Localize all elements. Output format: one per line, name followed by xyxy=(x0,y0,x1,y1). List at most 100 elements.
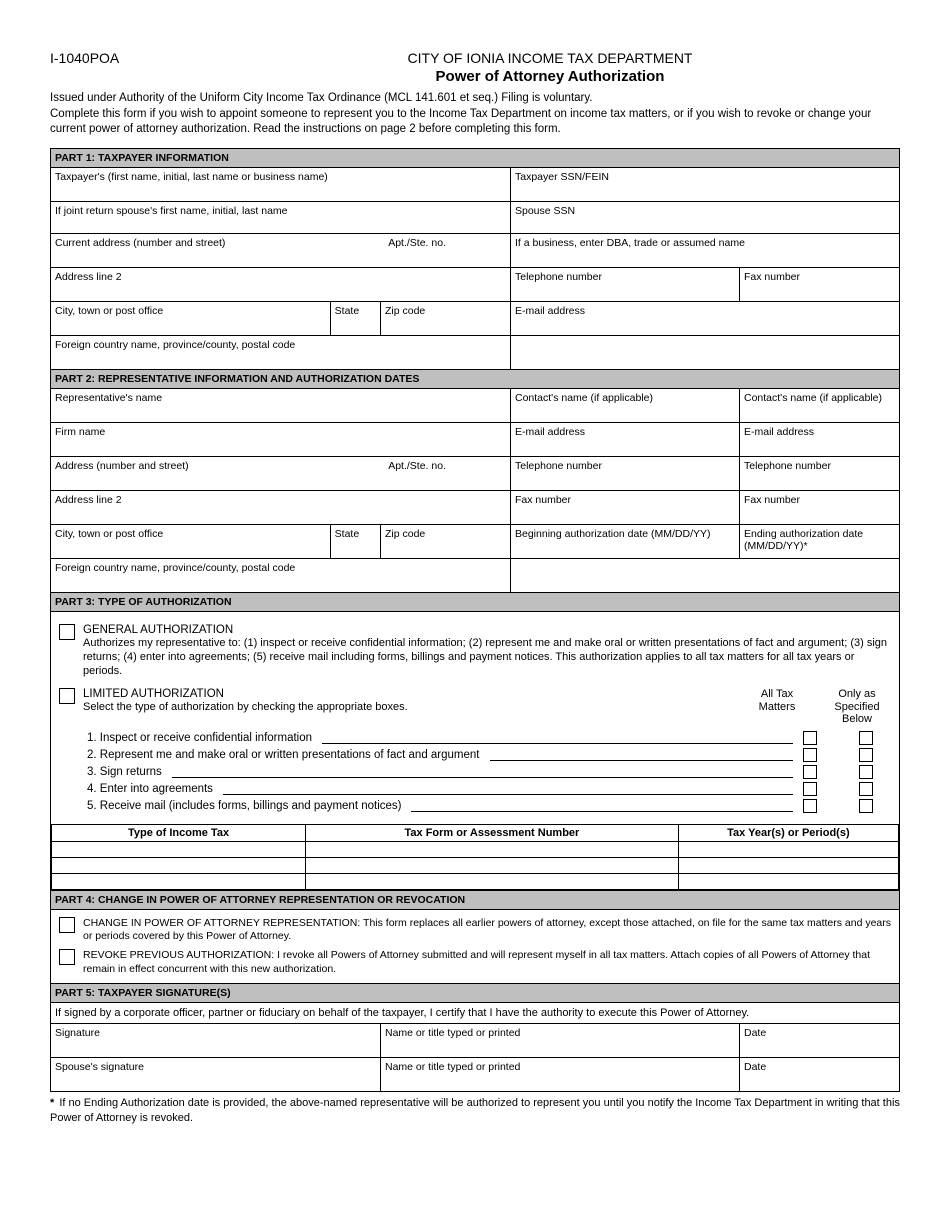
field-phone[interactable]: Telephone number xyxy=(511,267,740,301)
revoke-text: REVOKE PREVIOUS AUTHORIZATION: I revoke … xyxy=(83,949,891,976)
checkbox-change[interactable] xyxy=(59,917,75,933)
field-email[interactable]: E-mail address xyxy=(511,301,900,335)
item3-line xyxy=(172,766,793,778)
item1-label: 1. Inspect or receive confidential infor… xyxy=(87,732,312,744)
general-title: GENERAL AUTHORIZATION xyxy=(83,624,891,636)
footnote-star: * xyxy=(50,1097,54,1109)
field-contact2[interactable]: Contact's name (if applicable) xyxy=(740,388,900,422)
department-name: CITY OF IONIA INCOME TAX DEPARTMENT xyxy=(320,50,780,66)
field-rep-city[interactable]: City, town or post office xyxy=(51,524,331,558)
field-signature[interactable]: Signature xyxy=(51,1024,381,1058)
field-blank-2[interactable] xyxy=(511,558,900,592)
field-blank-1[interactable] xyxy=(511,335,900,369)
field-begin-date[interactable]: Beginning authorization date (MM/DD/YY) xyxy=(511,524,740,558)
part1-header: PART 1: TAXPAYER INFORMATION xyxy=(51,148,900,167)
field-rep-name[interactable]: Representative's name xyxy=(51,388,511,422)
spec-r1c1[interactable] xyxy=(52,841,306,857)
item3-label: 3. Sign returns xyxy=(87,766,162,778)
spec-r1c2[interactable] xyxy=(306,841,679,857)
checkbox-limited[interactable] xyxy=(59,688,75,704)
footnote: * If no Ending Authorization date is pro… xyxy=(50,1096,900,1125)
field-state[interactable]: State xyxy=(330,301,380,335)
item4-label: 4. Enter into agreements xyxy=(87,783,213,795)
form-code: I-1040POA xyxy=(50,50,119,66)
part4-header: PART 4: CHANGE IN POWER OF ATTORNEY REPR… xyxy=(51,890,900,909)
field-firm[interactable]: Firm name xyxy=(51,422,511,456)
change-text: CHANGE IN POWER OF ATTORNEY REPRESENTATI… xyxy=(83,917,891,944)
item4-all[interactable] xyxy=(803,782,817,796)
field-rep-zip[interactable]: Zip code xyxy=(381,524,511,558)
spec-r3c1[interactable] xyxy=(52,873,306,889)
col-only-spec: Only as Specified Below xyxy=(829,688,885,724)
part2-header: PART 2: REPRESENTATIVE INFORMATION AND A… xyxy=(51,369,900,388)
label-rep-address: Address (number and street) xyxy=(55,460,189,472)
field-rep-phone2[interactable]: Telephone number xyxy=(740,456,900,490)
field-rep-foreign[interactable]: Foreign country name, province/county, p… xyxy=(51,558,511,592)
spec-r2c2[interactable] xyxy=(306,857,679,873)
item3-all[interactable] xyxy=(803,765,817,779)
field-spouse-date[interactable]: Date xyxy=(740,1058,900,1092)
form-title: Power of Attorney Authorization xyxy=(320,68,780,85)
checkbox-general[interactable] xyxy=(59,624,75,640)
field-address[interactable]: Current address (number and street) Apt.… xyxy=(51,233,511,267)
spec-col3: Tax Year(s) or Period(s) xyxy=(678,824,898,841)
field-ssn[interactable]: Taxpayer SSN/FEIN xyxy=(511,167,900,201)
spec-r2c1[interactable] xyxy=(52,857,306,873)
item2-all[interactable] xyxy=(803,748,817,762)
field-spouse-ssn[interactable]: Spouse SSN xyxy=(511,201,900,233)
item5-all[interactable] xyxy=(803,799,817,813)
spec-table: Type of Income Tax Tax Form or Assessmen… xyxy=(51,824,899,890)
part5-header: PART 5: TAXPAYER SIGNATURE(S) xyxy=(51,984,900,1003)
general-desc: Authorizes my representative to: (1) ins… xyxy=(83,636,891,679)
spec-r1c3[interactable] xyxy=(678,841,898,857)
field-rep-phone1[interactable]: Telephone number xyxy=(511,456,740,490)
field-name-title[interactable]: Name or title typed or printed xyxy=(381,1024,740,1058)
field-dba[interactable]: If a business, enter DBA, trade or assum… xyxy=(511,233,900,267)
col-all-tax: All Tax Matters xyxy=(749,688,805,724)
field-rep-fax2[interactable]: Fax number xyxy=(740,490,900,524)
field-spouse-name-title[interactable]: Name or title typed or printed xyxy=(381,1058,740,1092)
spec-col2: Tax Form or Assessment Number xyxy=(306,824,679,841)
label-apt: Apt./Ste. no. xyxy=(388,237,446,249)
item1-only[interactable] xyxy=(859,731,873,745)
field-rep-fax1[interactable]: Fax number xyxy=(511,490,740,524)
field-date[interactable]: Date xyxy=(740,1024,900,1058)
field-rep-email1[interactable]: E-mail address xyxy=(511,422,740,456)
field-addr2[interactable]: Address line 2 xyxy=(51,267,511,301)
field-spouse-signature[interactable]: Spouse's signature xyxy=(51,1058,381,1092)
field-rep-address[interactable]: Address (number and street) Apt./Ste. no… xyxy=(51,456,511,490)
intro-line-1: Issued under Authority of the Uniform Ci… xyxy=(50,91,900,107)
main-form-table: PART 1: TAXPAYER INFORMATION Taxpayer's … xyxy=(50,148,900,1093)
spec-r3c2[interactable] xyxy=(306,873,679,889)
field-rep-email2[interactable]: E-mail address xyxy=(740,422,900,456)
item2-only[interactable] xyxy=(859,748,873,762)
item5-label: 5. Receive mail (includes forms, billing… xyxy=(87,800,401,812)
field-foreign[interactable]: Foreign country name, province/county, p… xyxy=(51,335,511,369)
field-rep-state[interactable]: State xyxy=(330,524,380,558)
field-end-date[interactable]: Ending authorization date (MM/DD/YY)* xyxy=(740,524,900,558)
label-address: Current address (number and street) xyxy=(55,237,225,249)
item2-line xyxy=(490,749,794,761)
spec-r2c3[interactable] xyxy=(678,857,898,873)
field-rep-addr2[interactable]: Address line 2 xyxy=(51,490,511,524)
item5-only[interactable] xyxy=(859,799,873,813)
checkbox-revoke[interactable] xyxy=(59,949,75,965)
field-spouse-name[interactable]: If joint return spouse's first name, ini… xyxy=(51,201,511,233)
footnote-text: If no Ending Authorization date is provi… xyxy=(50,1097,900,1123)
field-taxpayer-name[interactable]: Taxpayer's (first name, initial, last na… xyxy=(51,167,511,201)
item3-only[interactable] xyxy=(859,765,873,779)
item5-line xyxy=(411,800,793,812)
item4-only[interactable] xyxy=(859,782,873,796)
item1-line xyxy=(322,732,793,744)
limited-title: LIMITED AUTHORIZATION xyxy=(83,688,408,700)
item4-line xyxy=(223,783,793,795)
item1-all[interactable] xyxy=(803,731,817,745)
field-fax[interactable]: Fax number xyxy=(740,267,900,301)
spec-r3c3[interactable] xyxy=(678,873,898,889)
spec-col1: Type of Income Tax xyxy=(52,824,306,841)
limited-desc: Select the type of authorization by chec… xyxy=(83,700,408,714)
field-city[interactable]: City, town or post office xyxy=(51,301,331,335)
field-zip[interactable]: Zip code xyxy=(381,301,511,335)
field-contact1[interactable]: Contact's name (if applicable) xyxy=(511,388,740,422)
label-rep-apt: Apt./Ste. no. xyxy=(388,460,446,472)
